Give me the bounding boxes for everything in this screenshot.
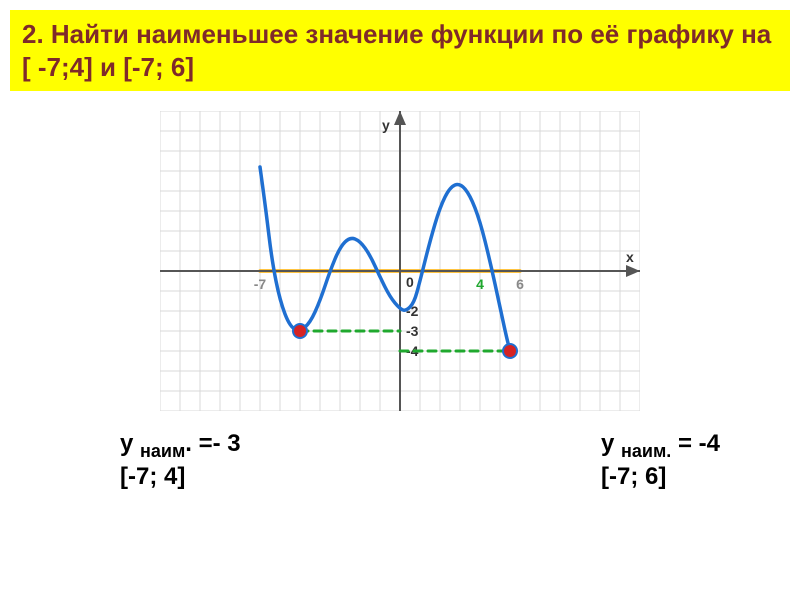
problem-text: 2. Найти наименьшее значение функции по … — [22, 18, 778, 83]
answer-left: у наим. =- 3 [-7; 4] — [120, 429, 241, 492]
answer-right-interval: [-7; 6] — [601, 463, 666, 490]
x-axis-label: x — [626, 249, 634, 265]
answer-right-rest: = -4 — [671, 430, 720, 457]
svg-text:6: 6 — [516, 276, 524, 292]
svg-text:0: 0 — [406, 274, 414, 290]
svg-text:-7: -7 — [254, 276, 267, 292]
problem-header: 2. Найти наименьшее значение функции по … — [10, 10, 790, 91]
function-graph: 0-746-2-3-4 — [160, 111, 640, 411]
answer-left-rest: . =- 3 — [185, 430, 240, 457]
y-axis-label: y — [382, 117, 390, 133]
answer-left-prefix: у — [120, 430, 140, 457]
answers-row: у наим. =- 3 [-7; 4] у наим. = -4 [-7; 6… — [120, 429, 720, 492]
answer-right-sub: наим. — [621, 441, 671, 461]
answer-right-prefix: у — [601, 430, 621, 457]
svg-text:4: 4 — [476, 276, 484, 292]
svg-text:-3: -3 — [406, 323, 419, 339]
answer-left-interval: [-7; 4] — [120, 463, 185, 490]
chart-container: 0-746-2-3-4 y x — [160, 111, 640, 411]
answer-left-sub: наим — [140, 441, 185, 461]
answer-right: у наим. = -4 [-7; 6] — [601, 429, 720, 492]
